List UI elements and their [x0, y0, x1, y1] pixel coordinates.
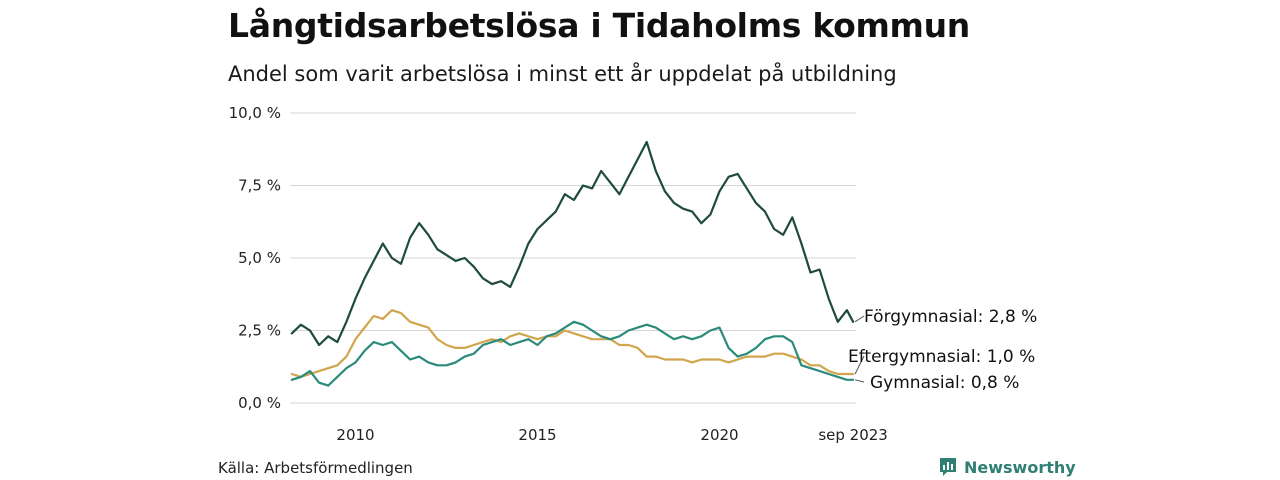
leader-line [854, 355, 865, 375]
end-labels: Förgymnasial: 2,8 % Eftergymnasial: 1,0 %… [848, 307, 1037, 393]
series-line-eftergymnasial [290, 309, 855, 378]
series-line-gymnasial [290, 320, 855, 387]
end-label-eftergymnasial: Eftergymnasial: 1,0 % [848, 347, 1035, 367]
end-label-förgymnasial: Förgymnasial: 2,8 % [864, 307, 1037, 327]
grid-lines [290, 112, 856, 404]
y-tick-label: 0,0 % [238, 394, 281, 412]
end-label-gymnasial: Gymnasial: 0,8 % [870, 373, 1019, 393]
leader-line [854, 379, 865, 383]
chart-title: Långtidsarbetslösa i Tidaholms kommun [228, 6, 971, 45]
chart-subtitle: Andel som varit arbetslösa i minst ett å… [228, 62, 897, 86]
series-line-förgymnasial [290, 140, 855, 347]
brand-logo: Newsworthy [938, 456, 1076, 478]
y-tick-label: 7,5 % [238, 177, 281, 195]
newsworthy-icon [940, 458, 956, 476]
x-tick-label: 2015 [518, 426, 556, 444]
x-axis-ticks: 2010 2015 2020 sep 2023 [336, 426, 887, 444]
x-tick-label: 2020 [700, 426, 738, 444]
x-tick-label: sep 2023 [818, 426, 888, 444]
leader-line [854, 315, 865, 323]
y-tick-label: 5,0 % [238, 249, 281, 267]
series-lines [290, 140, 855, 387]
source-note: Källa: Arbetsförmedlingen [218, 459, 413, 477]
y-axis-ticks: 0,0 % 2,5 % 5,0 % 7,5 % 10,0 % [229, 104, 281, 412]
y-tick-label: 10,0 % [229, 104, 281, 122]
x-tick-label: 2010 [336, 426, 374, 444]
y-tick-label: 2,5 % [238, 322, 281, 340]
brand-name: Newsworthy [964, 457, 1076, 477]
